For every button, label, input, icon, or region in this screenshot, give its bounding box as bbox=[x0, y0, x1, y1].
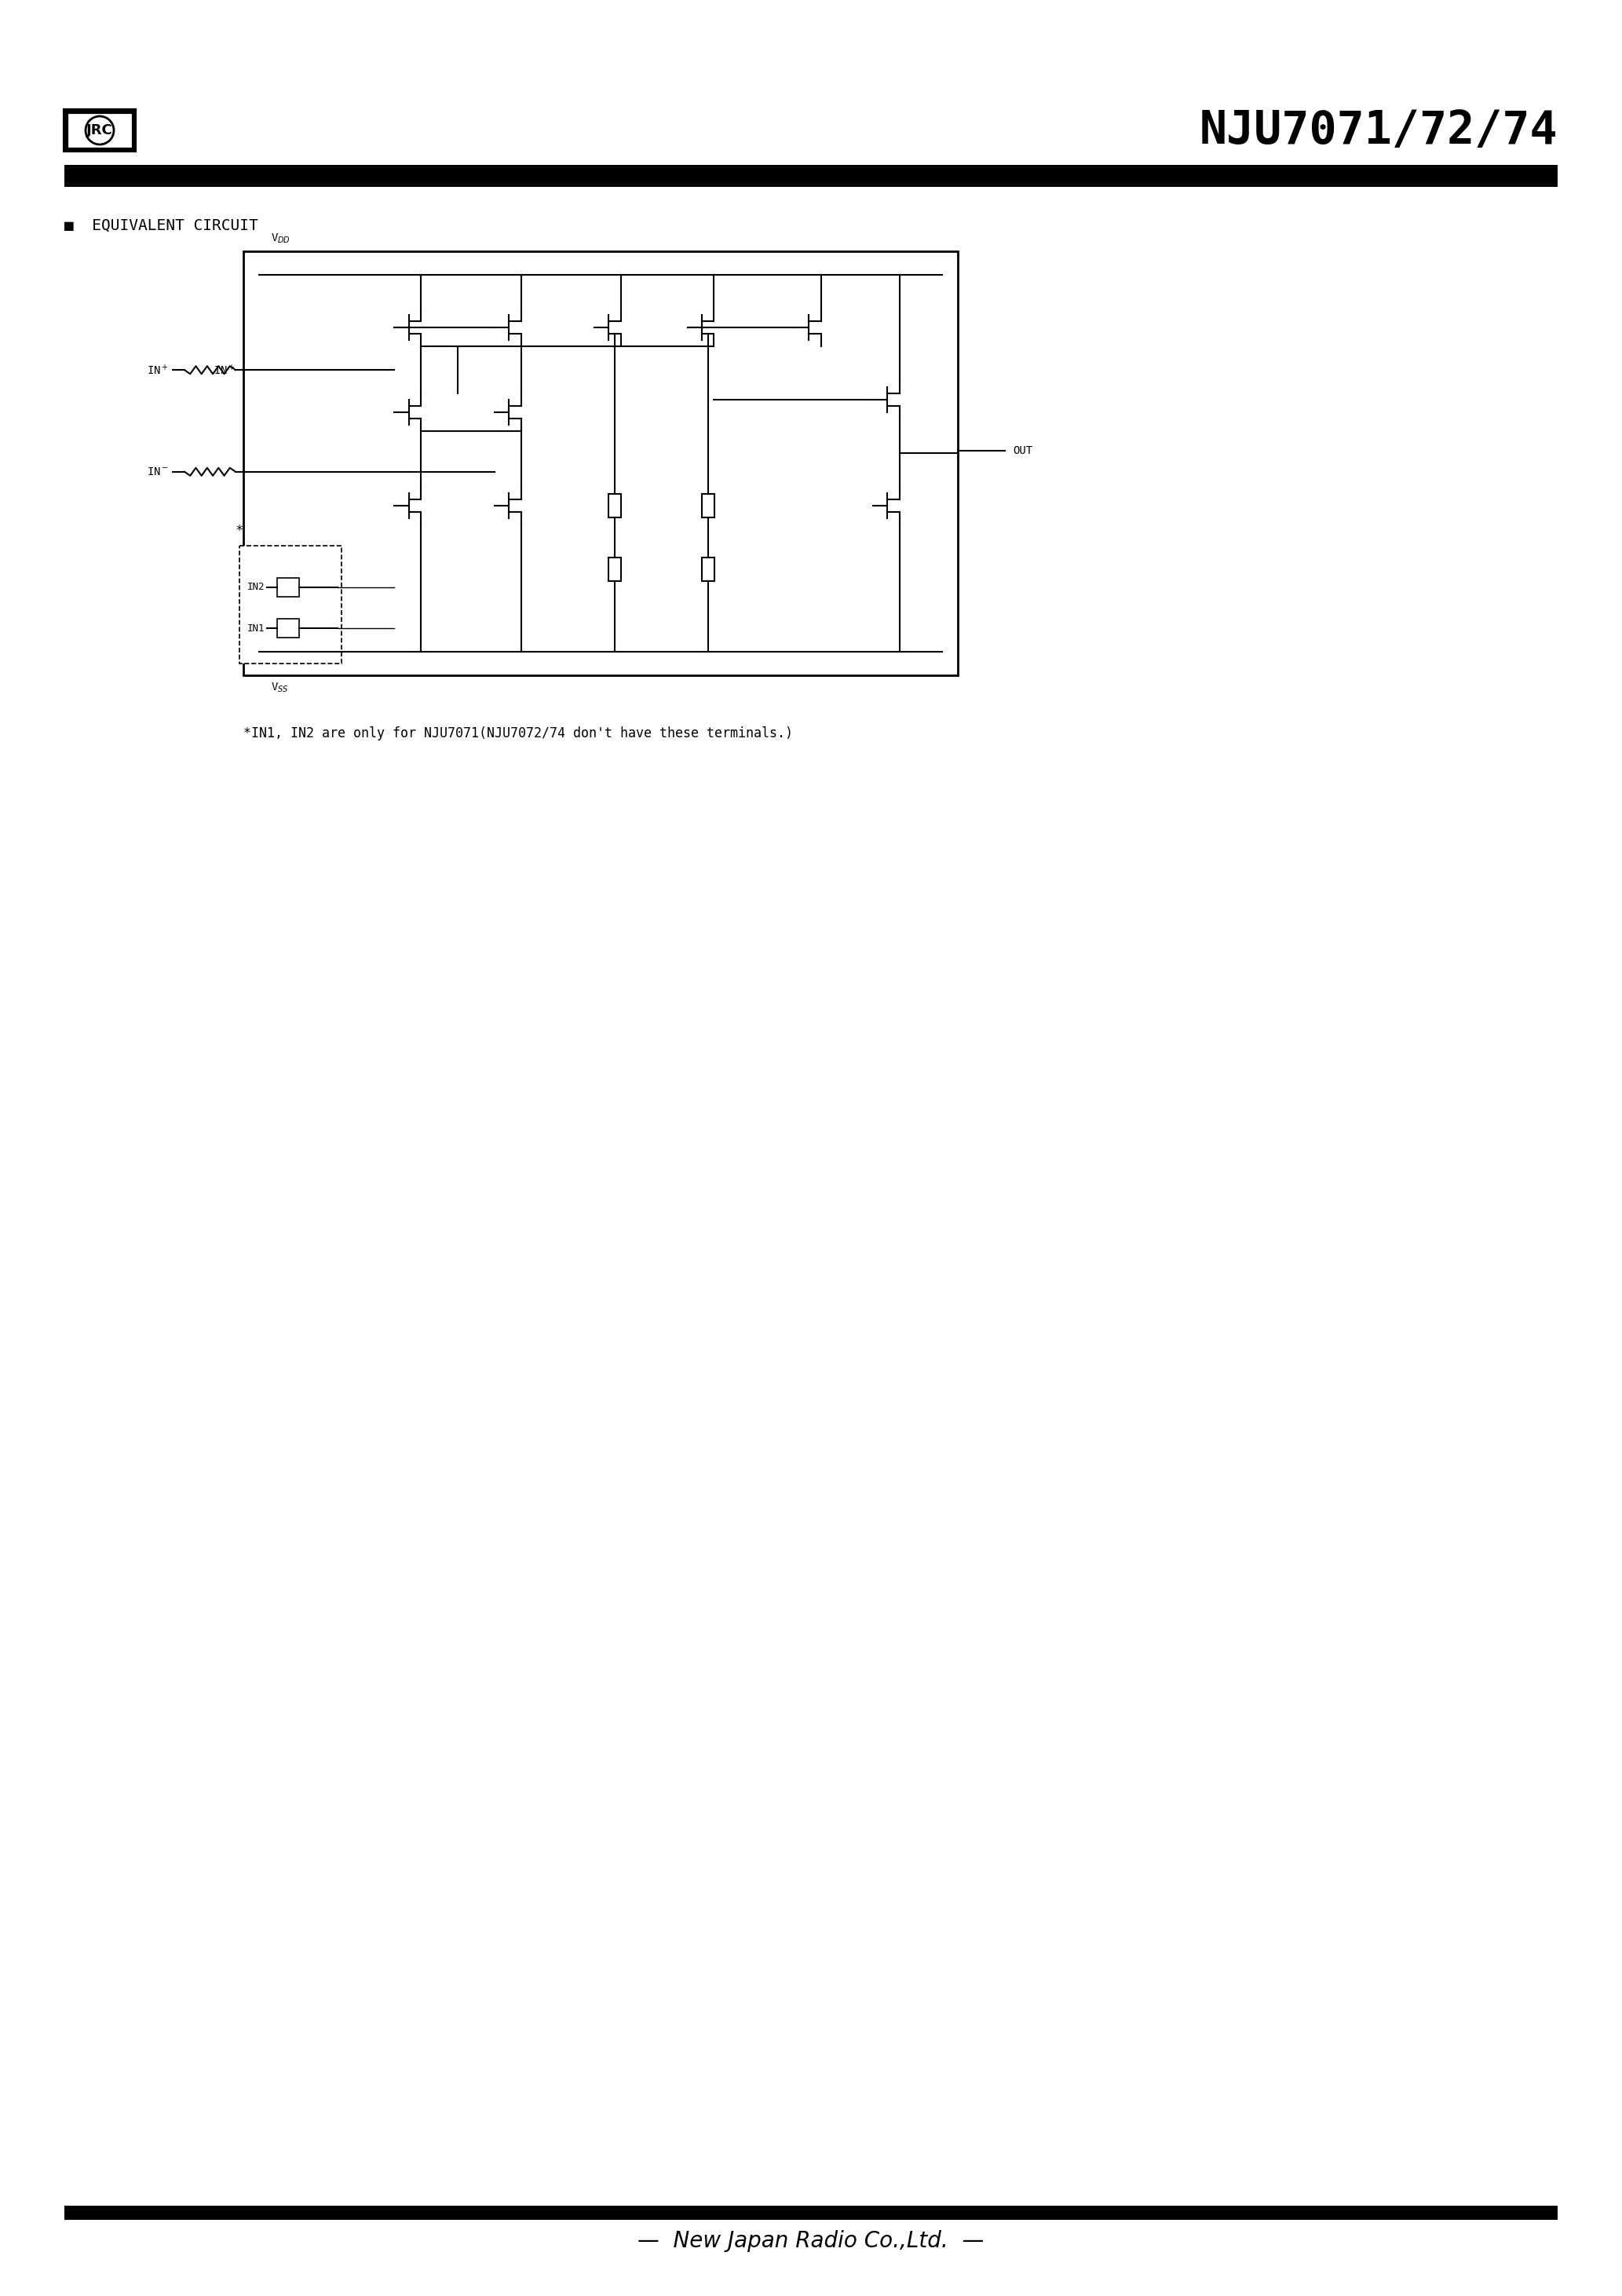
Bar bbox=[701, 558, 714, 581]
Text: *: * bbox=[235, 523, 242, 537]
Text: IN$^-$: IN$^-$ bbox=[148, 466, 169, 478]
Bar bbox=[277, 579, 298, 597]
Text: ■  EQUIVALENT CIRCUIT: ■ EQUIVALENT CIRCUIT bbox=[65, 218, 258, 234]
Bar bbox=[70, 115, 130, 147]
Bar bbox=[701, 494, 714, 517]
Text: V$_{DD}$: V$_{DD}$ bbox=[271, 232, 290, 246]
Circle shape bbox=[86, 117, 114, 145]
Text: V$_{SS}$: V$_{SS}$ bbox=[271, 682, 289, 693]
Bar bbox=[65, 165, 1557, 186]
Bar bbox=[608, 558, 621, 581]
Bar bbox=[243, 250, 959, 675]
Bar bbox=[65, 110, 135, 152]
Text: IN$^+$: IN$^+$ bbox=[214, 363, 235, 377]
Bar bbox=[277, 618, 298, 638]
Text: IN1: IN1 bbox=[247, 622, 264, 634]
Text: IN2: IN2 bbox=[247, 581, 264, 592]
Text: JRC: JRC bbox=[86, 124, 114, 138]
Text: —  New Japan Radio Co.,Ltd.  —: — New Japan Radio Co.,Ltd. — bbox=[637, 2229, 985, 2252]
Bar bbox=[608, 494, 621, 517]
Text: IN$^+$: IN$^+$ bbox=[148, 363, 169, 377]
Bar bbox=[65, 2206, 1557, 2220]
Text: OUT: OUT bbox=[1012, 445, 1033, 457]
Bar bbox=[240, 546, 342, 664]
Text: NJU7071/72/74: NJU7071/72/74 bbox=[1199, 108, 1557, 154]
Text: *IN1, IN2 are only for NJU7071(NJU7072/74 don't have these terminals.): *IN1, IN2 are only for NJU7071(NJU7072/7… bbox=[243, 726, 793, 742]
